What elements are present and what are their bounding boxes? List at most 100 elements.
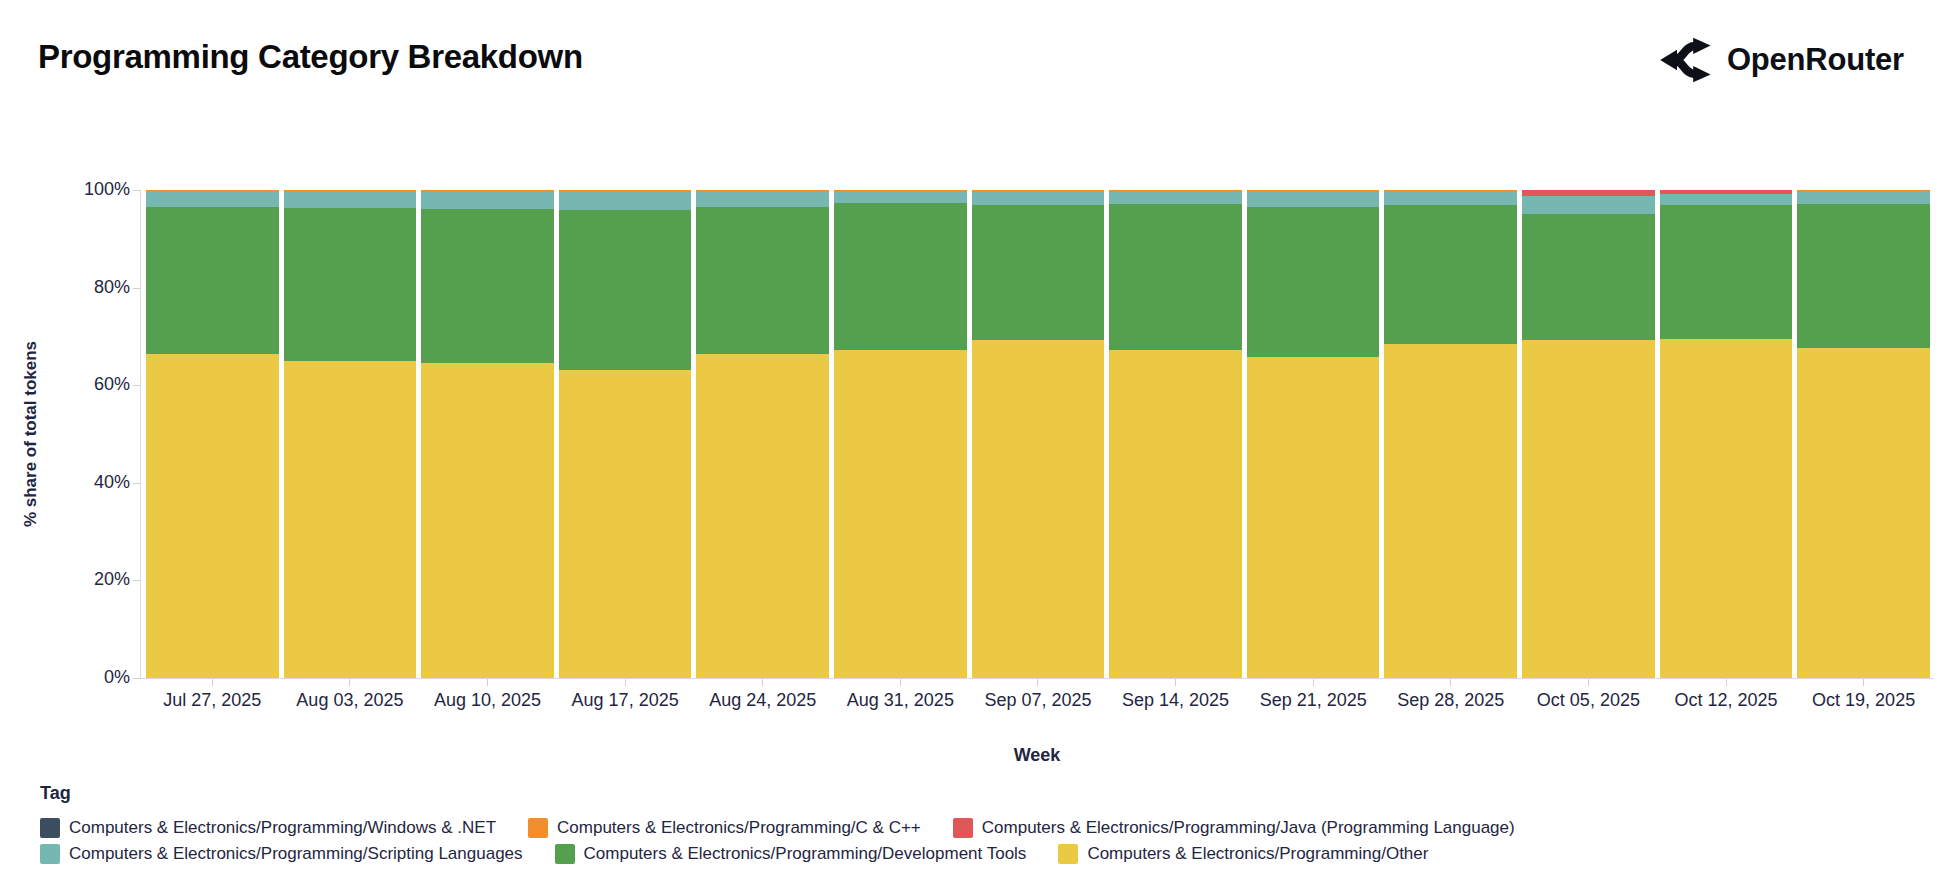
bar-segment-series-5[interactable] [1797,348,1930,678]
stacked-bar-jul-27-2025[interactable] [146,190,279,678]
bar-segment-series-5[interactable] [1660,339,1793,678]
x-tick-mark [421,679,554,687]
bar-segment-series-3[interactable] [1797,192,1930,204]
bar-segment-series-3[interactable] [696,192,829,207]
y-tick-mark [133,288,140,289]
legend-item-series-2[interactable]: Computers & Electronics/Programming/Java… [953,818,1515,838]
stacked-bar-oct-19-2025[interactable] [1797,190,1930,678]
legend-item-series-1[interactable]: Computers & Electronics/Programming/C & … [528,818,921,838]
legend-swatch [40,844,60,864]
bar-segment-series-5[interactable] [1247,357,1380,678]
x-tick-label: Oct 19, 2025 [1797,690,1930,711]
x-axis-ticks [146,679,1930,687]
x-tick-label: Sep 28, 2025 [1384,690,1517,711]
y-tick-mark [133,580,140,581]
x-tick-mark [1247,679,1380,687]
x-tick-label: Aug 03, 2025 [284,690,417,711]
y-tick-mark [133,483,140,484]
x-tick-label: Aug 24, 2025 [696,690,829,711]
bar-segment-series-3[interactable] [1384,192,1517,205]
stacked-bar-sep-07-2025[interactable] [972,190,1105,678]
bar-segment-series-4[interactable] [1797,204,1930,348]
bar-segment-series-5[interactable] [834,350,967,678]
x-tick-label: Aug 17, 2025 [559,690,692,711]
bar-segment-series-3[interactable] [834,192,967,203]
bar-segment-series-5[interactable] [1522,340,1655,678]
bar-segment-series-3[interactable] [1522,196,1655,215]
x-tick-label: Jul 27, 2025 [146,690,279,711]
bar-segment-series-4[interactable] [834,203,967,349]
bar-segment-series-4[interactable] [559,210,692,369]
bar-segment-series-5[interactable] [1384,344,1517,678]
x-tick-label: Oct 05, 2025 [1522,690,1655,711]
y-axis-title: % share of total tokens [21,341,41,527]
bar-segment-series-5[interactable] [972,340,1105,678]
bar-segment-series-3[interactable] [421,192,554,209]
bar-segment-series-3[interactable] [559,192,692,211]
bar-segment-series-4[interactable] [1660,205,1793,340]
legend-swatch [555,844,575,864]
x-tick-label: Sep 21, 2025 [1247,690,1380,711]
y-tick-mark [133,385,140,386]
stacked-bar-aug-24-2025[interactable] [696,190,829,678]
x-axis-labels: Jul 27, 2025Aug 03, 2025Aug 10, 2025Aug … [146,690,1930,711]
legend-item-series-0[interactable]: Computers & Electronics/Programming/Wind… [40,818,496,838]
bar-segment-series-4[interactable] [696,207,829,354]
y-tick-label: 20% [58,569,130,590]
stacked-bar-aug-03-2025[interactable] [284,190,417,678]
legend-label: Computers & Electronics/Programming/Scri… [69,844,523,864]
bar-segment-series-3[interactable] [1660,194,1793,204]
y-tick-mark [133,678,140,679]
stacked-bar-aug-10-2025[interactable] [421,190,554,678]
bar-segment-series-5[interactable] [421,363,554,678]
x-tick-mark [1522,679,1655,687]
stacked-bar-sep-28-2025[interactable] [1384,190,1517,678]
openrouter-logo: OpenRouter [1659,36,1904,84]
y-tick-label: 100% [58,179,130,200]
bar-segment-series-4[interactable] [1384,205,1517,344]
stacked-bar-oct-12-2025[interactable] [1660,190,1793,678]
bar-segment-series-5[interactable] [1109,350,1242,678]
bar-segment-series-5[interactable] [284,361,417,678]
bar-segment-series-3[interactable] [972,192,1105,205]
y-tick-label: 0% [58,667,130,688]
legend-item-series-5[interactable]: Computers & Electronics/Programming/Othe… [1058,844,1428,864]
x-tick-label: Oct 12, 2025 [1660,690,1793,711]
bar-segment-series-3[interactable] [1247,192,1380,207]
openrouter-logo-icon [1659,36,1713,84]
y-axis-line [140,190,141,678]
legend-swatch [528,818,548,838]
bar-segment-series-5[interactable] [559,370,692,678]
legend-label: Computers & Electronics/Programming/Java… [982,818,1515,838]
bar-segment-series-4[interactable] [972,205,1105,340]
bar-segment-series-4[interactable] [146,207,279,354]
x-tick-label: Sep 14, 2025 [1109,690,1242,711]
openrouter-logo-text: OpenRouter [1727,42,1904,78]
legend-title: Tag [40,783,71,804]
stacked-bar-sep-14-2025[interactable] [1109,190,1242,678]
stacked-bar-sep-21-2025[interactable] [1247,190,1380,678]
legend-swatch [953,818,973,838]
bar-segment-series-4[interactable] [1522,214,1655,339]
y-tick-label: 40% [58,472,130,493]
bar-segment-series-3[interactable] [284,192,417,208]
stacked-bar-oct-05-2025[interactable] [1522,190,1655,678]
legend-label: Computers & Electronics/Programming/Wind… [69,818,496,838]
stacked-bar-aug-17-2025[interactable] [559,190,692,678]
openrouter-chart-page: Programming Category Breakdown OpenRoute… [0,0,1946,892]
bar-segment-series-4[interactable] [1109,204,1242,350]
bar-segment-series-3[interactable] [1109,192,1242,204]
legend-label: Computers & Electronics/Programming/Deve… [584,844,1027,864]
bar-segment-series-5[interactable] [696,354,829,678]
legend-item-series-3[interactable]: Computers & Electronics/Programming/Scri… [40,844,523,864]
bar-segment-series-4[interactable] [284,208,417,361]
legend-item-series-4[interactable]: Computers & Electronics/Programming/Deve… [555,844,1027,864]
stacked-bar-aug-31-2025[interactable] [834,190,967,678]
bar-segment-series-4[interactable] [421,209,554,364]
x-tick-mark [284,679,417,687]
legend-row: Computers & Electronics/Programming/Scri… [40,844,1920,864]
bar-segment-series-5[interactable] [146,354,279,678]
x-tick-mark [1384,679,1517,687]
bar-segment-series-3[interactable] [146,191,279,207]
bar-segment-series-4[interactable] [1247,207,1380,357]
